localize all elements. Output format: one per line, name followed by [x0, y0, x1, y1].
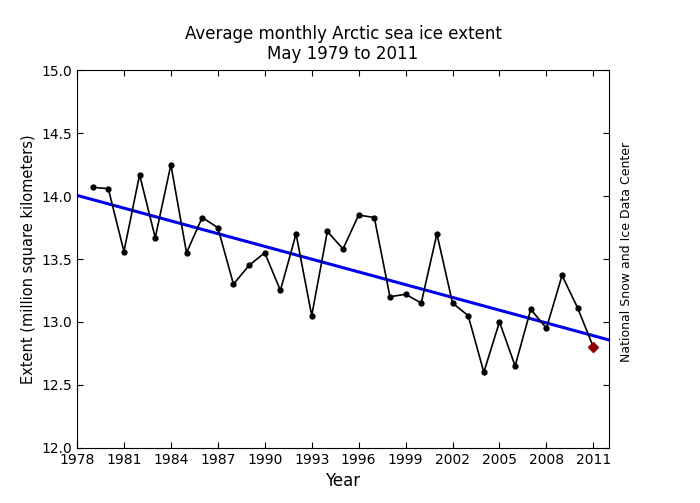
- Text: National Snow and Ice Data Center: National Snow and Ice Data Center: [620, 141, 633, 362]
- X-axis label: Year: Year: [326, 472, 360, 490]
- Y-axis label: Extent (million square kilometers): Extent (million square kilometers): [21, 134, 36, 384]
- Title: Average monthly Arctic sea ice extent
May 1979 to 2011: Average monthly Arctic sea ice extent Ma…: [185, 25, 501, 63]
